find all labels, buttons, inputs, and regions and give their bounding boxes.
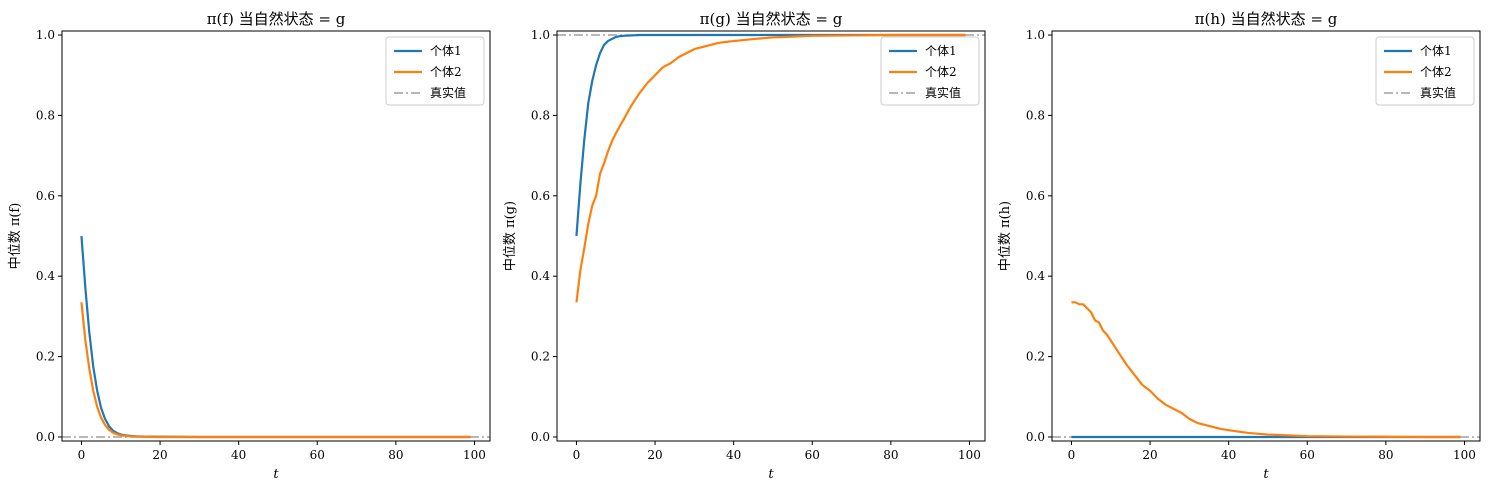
axes-frame <box>556 30 986 442</box>
legend-entry-1: 个体1 <box>1384 44 1452 58</box>
x-tick-label: 80 <box>1378 448 1393 462</box>
y-axis-label: 中位数 π(g) <box>503 201 518 271</box>
chart-title: π(g) 当自然状态 = g <box>700 10 843 28</box>
plot-area <box>1052 301 1480 439</box>
chart-panel-3: π(h) 当自然状态 = g 0 20 40 60 80 100 0.0 0.2 0.4 0.6 0.… <box>998 10 1481 482</box>
plot-area <box>62 235 490 439</box>
series-line-1 <box>575 33 966 237</box>
x-tick-label: 100 <box>1453 448 1476 462</box>
x-tick-label: 80 <box>388 448 403 462</box>
legend-label: 真实值 <box>430 85 466 100</box>
legend-label: 个体1 <box>925 44 957 58</box>
axes-frame <box>1051 30 1481 442</box>
chart-panel-1: π(f) 当自然状态 = g 0 20 40 60 80 100 0.0 0.2 0.4 0.6 0.… <box>8 10 491 482</box>
x-tick-label: 20 <box>152 448 167 462</box>
y-tick-label: 1.0 <box>36 28 55 42</box>
legend-box <box>385 36 485 106</box>
legend-entry-true-value: 真实值 <box>889 85 961 100</box>
y-axis-label: 中位数 π(h) <box>998 201 1013 271</box>
legend: 个体1 个体2 真实值 <box>880 36 980 106</box>
y-tick-label: 0.8 <box>531 108 550 122</box>
x-tick-label: 40 <box>726 448 741 462</box>
series-line-1 <box>80 235 471 439</box>
x-tick-label: 20 <box>647 448 662 462</box>
legend-label: 个体1 <box>430 44 462 58</box>
y-tick-label: 0.8 <box>36 108 55 122</box>
legend-entry-1: 个体1 <box>394 44 462 58</box>
legend-entry-true-value: 真实值 <box>1384 85 1456 100</box>
x-axis-label: t <box>273 467 279 482</box>
legend-box <box>880 36 980 106</box>
x-tick-label: 100 <box>463 448 486 462</box>
legend-entry-2: 个体2 <box>1384 65 1452 79</box>
y-tick-label: 0.4 <box>36 269 55 283</box>
y-tick-label: 0.4 <box>1026 269 1045 283</box>
x-axis-label: t <box>768 467 774 482</box>
x-tick-label: 60 <box>310 448 325 462</box>
x-tick-label: 40 <box>1221 448 1236 462</box>
y-tick-label: 0.2 <box>36 350 55 364</box>
x-axis-label: t <box>1263 467 1269 482</box>
x-tick-label: 80 <box>883 448 898 462</box>
axes-frame <box>61 30 491 442</box>
chart-title: π(h) 当自然状态 = g <box>1195 10 1338 28</box>
y-tick-label: 0.6 <box>36 189 55 203</box>
y-tick-label: 0.0 <box>36 430 55 444</box>
legend-label: 个体2 <box>925 65 957 79</box>
chart-title: π(f) 当自然状态 = g <box>207 10 346 28</box>
legend: 个体1 个体2 真实值 <box>1375 36 1475 106</box>
legend-entry-2: 个体2 <box>889 65 957 79</box>
x-tick-label: 0 <box>573 448 581 462</box>
legend-label: 个体2 <box>1420 65 1452 79</box>
y-tick-label: 0.4 <box>531 269 550 283</box>
y-tick-label: 0.0 <box>1026 430 1045 444</box>
legend-label: 真实值 <box>925 85 961 100</box>
y-tick-label: 0.0 <box>531 430 550 444</box>
y-tick-label: 0.2 <box>531 350 550 364</box>
x-tick-label: 40 <box>231 448 246 462</box>
legend-entry-true-value: 真实值 <box>394 85 466 100</box>
legend-entry-2: 个体2 <box>394 65 462 79</box>
y-tick-label: 1.0 <box>531 28 550 42</box>
x-tick-label: 100 <box>958 448 981 462</box>
y-tick-label: 1.0 <box>1026 28 1045 42</box>
x-tick-label: 60 <box>1300 448 1315 462</box>
legend-entry-1: 个体1 <box>889 44 957 58</box>
legend-label: 个体1 <box>1420 44 1452 58</box>
legend: 个体1 个体2 真实值 <box>385 36 485 106</box>
y-tick-label: 0.2 <box>1026 350 1045 364</box>
x-tick-label: 0 <box>1068 448 1076 462</box>
series-line-2 <box>1071 301 1461 439</box>
x-tick-label: 20 <box>1142 448 1157 462</box>
legend-label: 个体2 <box>430 65 462 79</box>
y-tick-label: 0.6 <box>531 189 550 203</box>
x-tick-label: 0 <box>78 448 86 462</box>
legend-label: 真实值 <box>1420 85 1456 100</box>
series-line-2 <box>80 302 471 439</box>
legend-box <box>1375 36 1475 106</box>
chart-panel-2: π(g) 当自然状态 = g 0 20 40 60 80 100 0.0 0.2 0.4 0.6 0.… <box>503 10 986 482</box>
y-tick-label: 0.8 <box>1026 108 1045 122</box>
y-tick-label: 0.6 <box>1026 189 1045 203</box>
y-axis-label: 中位数 π(f) <box>8 203 23 270</box>
plot-area <box>557 33 985 303</box>
x-tick-label: 60 <box>805 448 820 462</box>
series-line-2 <box>575 33 966 303</box>
